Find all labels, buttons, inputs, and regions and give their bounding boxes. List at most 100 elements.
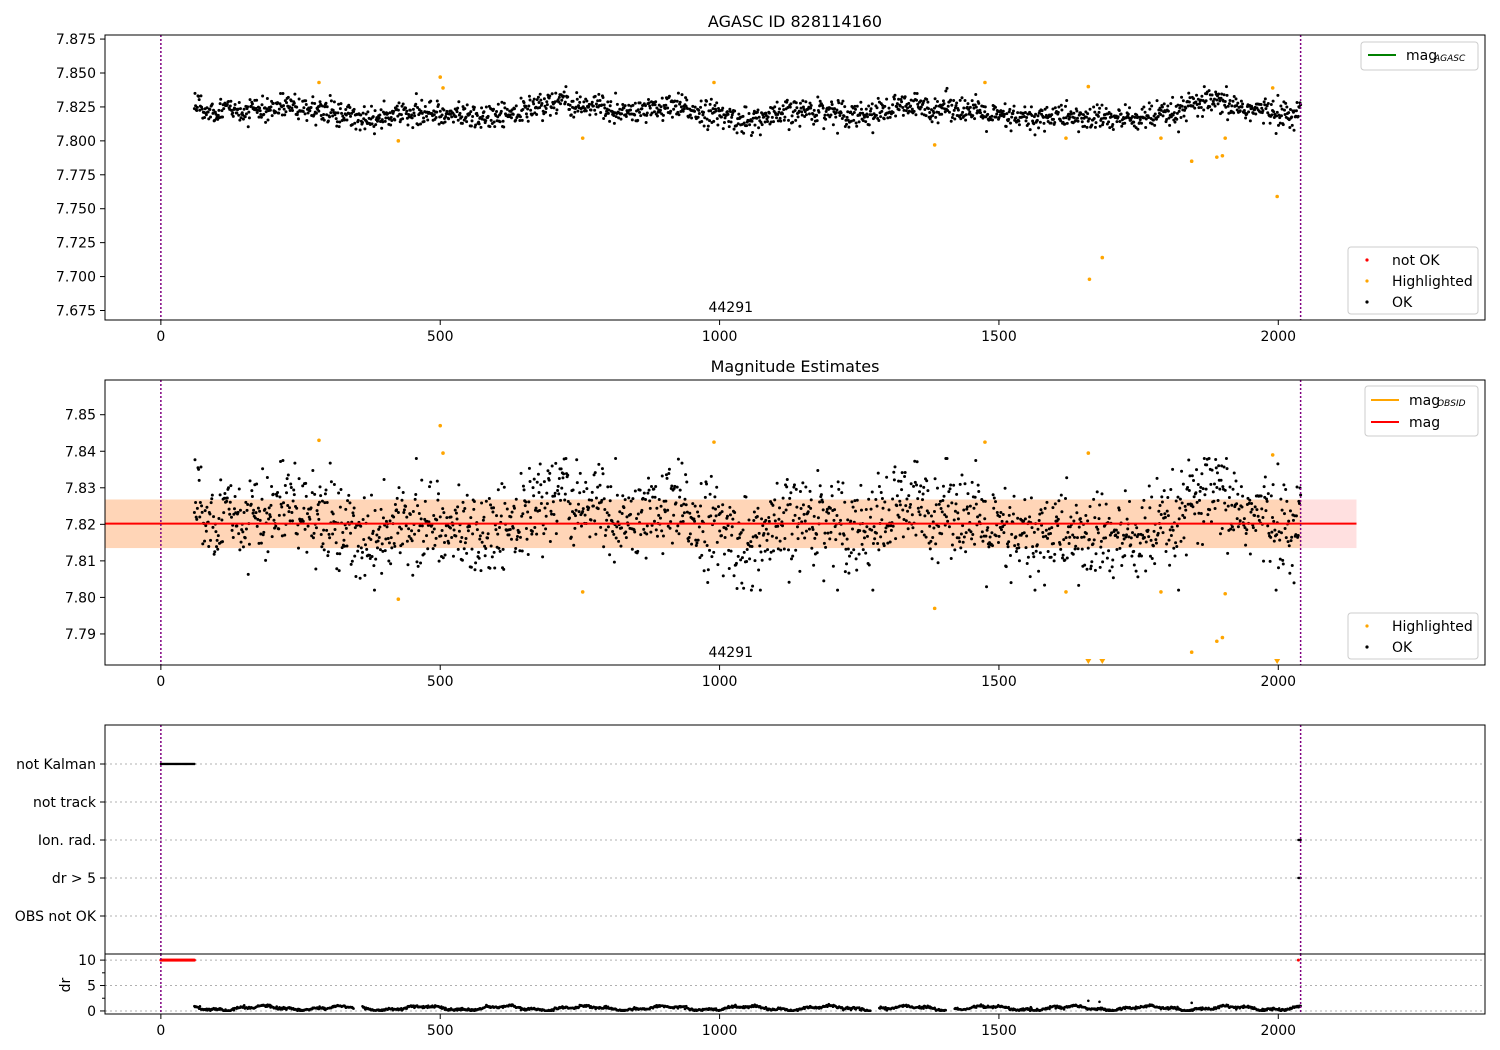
ok-point — [289, 482, 293, 486]
ok-point — [1260, 507, 1264, 511]
ok-point — [589, 518, 593, 522]
ok-point — [1092, 105, 1096, 109]
ok-point — [953, 548, 957, 552]
ok-point — [235, 111, 239, 115]
ok-point — [1062, 116, 1066, 120]
ok-point — [1171, 467, 1175, 471]
ok-point — [992, 506, 996, 510]
ok-point — [645, 113, 649, 117]
ok-point — [645, 532, 649, 536]
ok-point — [1262, 485, 1266, 489]
ok-point — [352, 514, 356, 518]
ok-point — [243, 536, 247, 540]
ok-point — [325, 113, 329, 117]
ok-point — [1247, 501, 1251, 505]
ok-point — [644, 120, 648, 124]
ok-point — [1201, 114, 1205, 118]
ok-point — [318, 485, 322, 489]
ok-point — [268, 515, 272, 519]
ok-point — [747, 112, 751, 116]
ok-point — [1114, 533, 1118, 537]
ok-point — [859, 100, 863, 104]
ok-point — [1197, 511, 1201, 515]
ok-point — [331, 532, 335, 536]
ok-point — [566, 95, 570, 99]
ok-point — [1085, 125, 1089, 129]
ok-point — [495, 110, 499, 114]
ok-point — [1218, 487, 1222, 491]
ok-point — [1243, 526, 1247, 530]
ok-point — [1086, 112, 1090, 116]
ok-point — [291, 108, 295, 112]
ok-point — [463, 541, 467, 545]
ok-point — [463, 107, 467, 111]
ok-point — [1105, 556, 1109, 560]
ok-point — [493, 566, 497, 570]
ok-point — [503, 501, 507, 505]
ok-point — [1251, 526, 1255, 530]
ok-point — [767, 516, 771, 520]
ok-point — [545, 103, 549, 107]
ok-point — [481, 518, 485, 522]
ok-point — [212, 108, 216, 112]
ok-point — [538, 106, 542, 110]
ok-point — [636, 512, 640, 516]
ok-point — [887, 106, 891, 110]
ok-point — [552, 106, 556, 110]
ok-point — [1120, 124, 1124, 128]
ok-point — [1290, 115, 1294, 119]
ok-point — [794, 101, 798, 105]
ok-point — [713, 104, 717, 108]
ok-point — [589, 108, 593, 112]
ok-point — [1059, 119, 1063, 123]
ok-point — [620, 112, 624, 116]
dr-point — [869, 1009, 872, 1012]
ok-point — [1191, 104, 1195, 108]
ok-point — [1212, 97, 1216, 101]
ok-point — [601, 95, 605, 99]
ok-point — [822, 541, 826, 545]
ok-point — [1284, 536, 1288, 540]
ok-point — [585, 487, 589, 491]
ok-point — [795, 505, 799, 509]
ok-point — [1090, 560, 1094, 564]
ok-point — [918, 490, 922, 494]
ok-point — [828, 106, 832, 110]
ok-point — [619, 544, 623, 548]
ok-point — [483, 544, 487, 548]
ok-point — [1250, 507, 1254, 511]
ok-point — [722, 120, 726, 124]
ok-point — [968, 105, 972, 109]
ok-point — [422, 539, 426, 543]
ok-point — [839, 111, 843, 115]
ok-point — [1269, 102, 1273, 106]
ok-point — [363, 573, 367, 577]
x-tick-label: 2000 — [1260, 329, 1296, 345]
ok-point — [398, 525, 402, 529]
ok-point — [992, 496, 996, 500]
ok-point — [668, 526, 672, 530]
ok-point — [1107, 120, 1111, 124]
ok-point — [1188, 474, 1192, 478]
ok-point — [496, 488, 500, 492]
ok-point — [1221, 485, 1225, 489]
ok-point — [944, 89, 948, 93]
ok-point — [1215, 485, 1219, 489]
ok-point — [457, 100, 461, 104]
ok-point — [343, 544, 347, 548]
ok-point — [708, 119, 712, 123]
ok-point — [1135, 526, 1139, 530]
ok-point — [302, 506, 306, 510]
ok-point — [847, 125, 851, 129]
ok-point — [378, 548, 382, 552]
ok-point — [1128, 106, 1132, 110]
ok-point — [314, 526, 318, 530]
ok-point — [264, 558, 268, 562]
legend-marker — [1365, 300, 1369, 304]
ok-point — [825, 507, 829, 511]
ok-point — [497, 546, 501, 550]
ok-point — [865, 525, 869, 529]
ok-point — [461, 500, 465, 504]
ok-point — [809, 506, 813, 510]
